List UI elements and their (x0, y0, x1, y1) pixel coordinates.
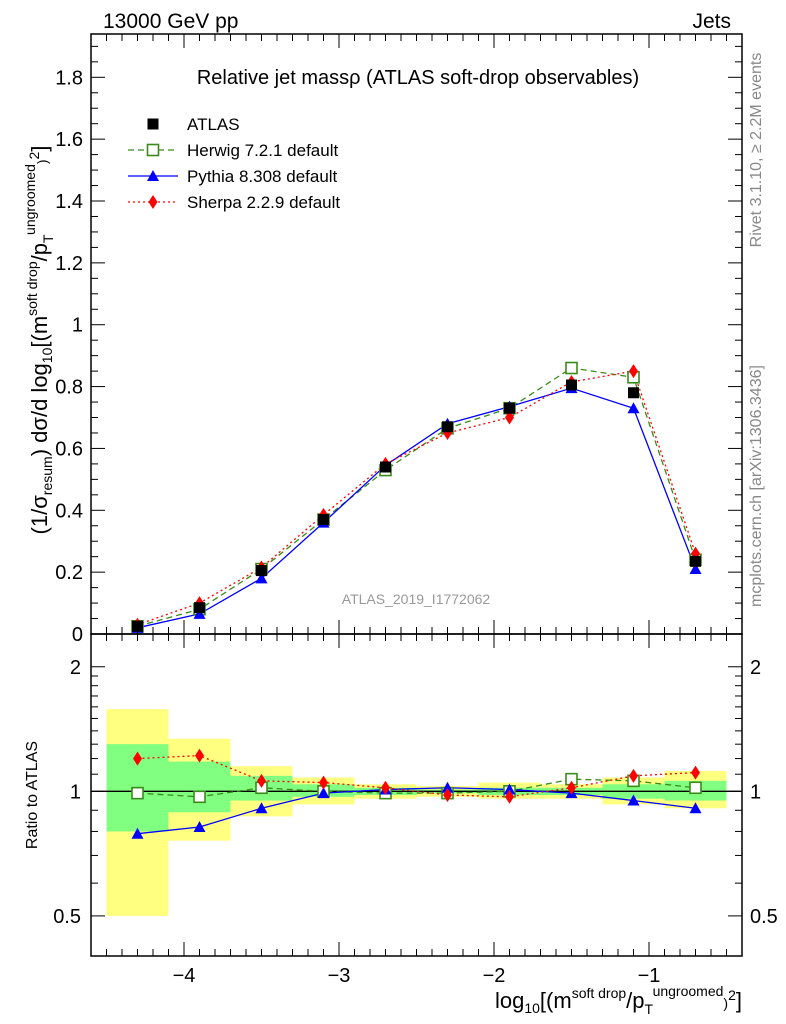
pythia-8-308-default-ratio-point (689, 802, 702, 814)
ratio-plot-panel: 0.5 0.5 1 1 2 2 −4 −3 −2 −1 Ratio to ATLAS log10… (24, 633, 778, 1017)
pythia-8-308-default-ratio-point (255, 802, 268, 814)
ratio-y-tick-label: 2 (70, 657, 81, 679)
ratio-y-axis-label: Ratio to ATLAS (24, 741, 41, 849)
legend-marker (147, 170, 159, 181)
legend-marker (147, 118, 159, 130)
atlas-point (504, 402, 515, 414)
herwig-7-2-1-default-ratio-point (689, 781, 702, 795)
atlas-point (690, 555, 701, 567)
main-y-tick-label: 0.8 (55, 377, 83, 399)
ratio-y-tick-label: 0.5 (53, 906, 81, 928)
ratio-y-tick-label-right: 0.5 (750, 906, 778, 928)
atlas-point (566, 379, 577, 391)
mcplots-label: mcplots.cern.ch [arXiv:1306.3436] (748, 365, 765, 607)
sherpa-2-2-9-default-ratio-point (381, 780, 390, 795)
energy-label: 13000 GeV pp (103, 10, 238, 33)
x-tick-label: −2 (483, 965, 506, 987)
pythia-8-308-default-point (255, 572, 268, 584)
sherpa-2-2-9-default-ratio-point (567, 780, 576, 795)
legend-label: Pythia 8.308 default (187, 167, 338, 186)
pythia-8-308-default-point (627, 402, 640, 414)
x-tick-label: −3 (328, 965, 351, 987)
main-y-tick-label: 1.4 (55, 191, 83, 213)
main-y-tick-label: 0.6 (55, 438, 83, 460)
ratio-y-tick-label-right: 2 (750, 657, 761, 679)
atlas-point (380, 461, 391, 473)
sherpa-2-2-9-default-ratio-point (257, 773, 266, 788)
svg-text:(1/σresum) dσ/d log10[(msoft d: (1/σresum) dσ/d log10[(msoft drop/pTungr… (22, 146, 56, 535)
main-plot-panel: 0 0.2 0.4 0.6 0.8 1 1.2 1.4 1.6 1.8 Relative jet … (22, 33, 743, 646)
atlas-point (256, 565, 267, 577)
legend: ATLAS Herwig 7.2.1 default Pythia 8.308 de… (128, 115, 340, 212)
pythia-8-308-default-ratio-line (137, 787, 696, 835)
sherpa-2-2-9-default-ratio-point (319, 775, 328, 790)
main-title: Relative jet massρ (ATLAS soft-drop obse… (197, 67, 639, 89)
svg-text:log10[(msoft drop/pTungroomed): log10[(msoft drop/pTungroomed)2] (495, 983, 742, 1017)
ratio-y-tick-label-right: 1 (750, 781, 761, 803)
legend-marker (146, 143, 160, 157)
sherpa-2-2-9-default-point (505, 410, 514, 425)
main-y-tick-label: 1 (72, 315, 83, 337)
legend-label: Sherpa 2.2.9 default (187, 193, 340, 212)
sherpa-2-2-9-default-ratio-line (137, 754, 696, 798)
main-y-tick-label: 0 (72, 624, 83, 646)
herwig-7-2-1-default-ratio-point (193, 790, 206, 804)
pythia-8-308-default-line (137, 387, 697, 629)
x-tick-label: −4 (173, 965, 196, 987)
sherpa-2-2-9-default-line (137, 370, 697, 626)
legend-label: Herwig 7.2.1 default (187, 141, 338, 160)
legend-marker (148, 195, 158, 209)
pythia-8-308-default-point (689, 563, 702, 575)
sherpa-2-2-9-default-ratio-point (195, 748, 204, 763)
process-label: Jets (692, 10, 731, 33)
main-y-axis-label: (1/σresum) dσ/d log10[(msoft drop/pTungr… (22, 146, 56, 535)
main-y-tick-label: 0.4 (55, 500, 83, 522)
pythia-8-308-default-ratio-point (627, 794, 640, 806)
atlas-point (132, 620, 143, 632)
pythia-8-308-default-ratio-point (317, 787, 330, 799)
herwig-7-2-1-default-point (565, 361, 578, 375)
sherpa-2-2-9-default-ratio-point (443, 787, 452, 802)
legend-label: ATLAS (187, 115, 240, 134)
herwig-7-2-1-default-ratio-line (137, 778, 696, 798)
atlas-point (628, 387, 639, 399)
sherpa-2-2-9-default-ratio-point (133, 751, 142, 766)
herwig-7-2-1-default-line (137, 367, 697, 627)
pythia-8-308-default-point (193, 607, 206, 619)
x-axis-label: log10[(msoft drop/pTungroomed)2] (495, 983, 742, 1017)
atlas-point (442, 421, 453, 433)
rivet-label: Rivet 3.1.10, ≥ 2.2M events (748, 53, 765, 248)
pythia-8-308-default-ratio-point (441, 781, 454, 793)
main-y-tick-label: 1.6 (55, 129, 83, 151)
x-tick-label: −1 (638, 965, 661, 987)
analysis-id-label: ATLAS_2019_I1772062 (342, 591, 491, 607)
ratio-y-tick-label: 1 (70, 781, 81, 803)
pythia-8-308-default-ratio-point (131, 827, 144, 839)
atlas-point (318, 514, 329, 526)
main-y-tick-label: 1.8 (55, 67, 83, 89)
pythia-8-308-default-ratio-point (193, 820, 206, 832)
sherpa-2-2-9-default-point (629, 364, 638, 379)
stat-uncertainty-band (168, 761, 231, 813)
pythia-8-308-default-ratio-point (503, 783, 516, 795)
atlas-point (194, 602, 205, 614)
herwig-7-2-1-default-ratio-point (131, 786, 144, 800)
sherpa-2-2-9-default-ratio-point (691, 765, 700, 780)
main-y-tick-label: 0.2 (55, 562, 83, 584)
sherpa-2-2-9-default-ratio-point (505, 789, 514, 804)
main-y-tick-label: 1.2 (55, 253, 83, 275)
sherpa-2-2-9-default-ratio-point (629, 768, 638, 783)
